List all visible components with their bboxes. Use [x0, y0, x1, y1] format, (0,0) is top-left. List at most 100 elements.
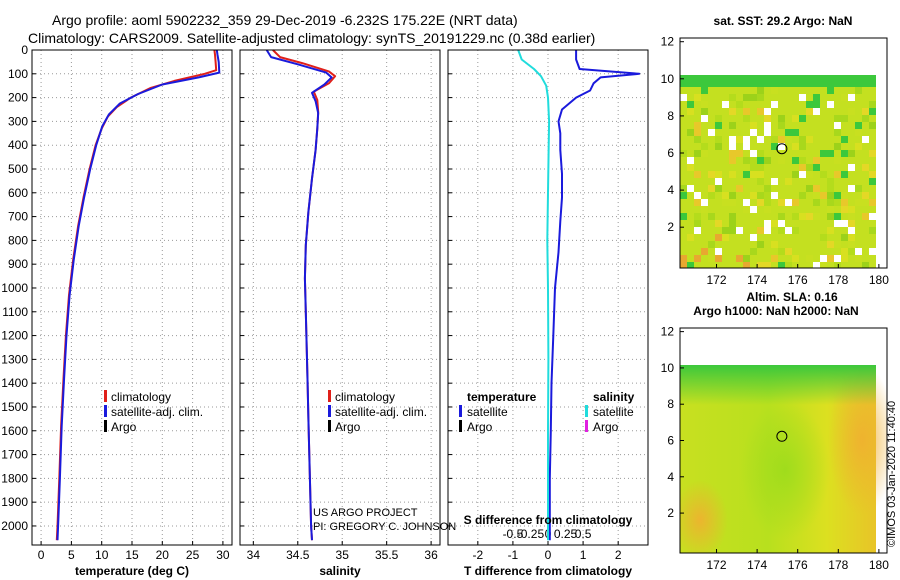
sla-band-north	[680, 365, 876, 405]
sst-cell	[827, 178, 834, 185]
sst-cell	[778, 157, 785, 164]
t-difference-tick-labels: -2 -1 0 1 2	[472, 548, 621, 562]
depth-tick-label: 2000	[1, 519, 28, 533]
x-tick-label: 35.5	[375, 548, 399, 562]
legend-label-climatology: climatology	[111, 390, 171, 404]
sst-cell	[841, 220, 848, 227]
sst-cell	[764, 220, 771, 227]
sst-cell	[687, 108, 694, 115]
sst-cell	[701, 150, 708, 157]
sst-cell	[715, 185, 722, 192]
sst-cell	[694, 220, 701, 227]
sst-cell	[743, 143, 750, 150]
sst-cell	[757, 262, 764, 268]
sst-cell	[750, 164, 757, 171]
x-tick-label: 34.5	[286, 548, 310, 562]
sst-cell	[757, 94, 764, 101]
sst-cell	[771, 136, 778, 143]
sst-cell	[827, 199, 834, 206]
sst-cell	[750, 234, 757, 241]
sst-cell	[869, 108, 876, 115]
sst-cell	[792, 143, 799, 150]
sst-cell	[743, 199, 750, 206]
sst-cell	[813, 192, 820, 199]
sst-cell	[834, 122, 841, 129]
sst-cell	[827, 213, 834, 220]
sst-cell	[834, 213, 841, 220]
sst-cell	[848, 213, 855, 220]
sst-cell	[862, 213, 869, 220]
sst-cell	[757, 171, 764, 178]
sst-cell	[862, 199, 869, 206]
sst-cell	[708, 241, 715, 248]
sst-cell	[701, 101, 708, 108]
sst-cell	[834, 157, 841, 164]
salinity-lines	[265, 49, 337, 541]
sst-cell	[834, 241, 841, 248]
map-tick-label-lat: 10	[661, 361, 675, 375]
sst-cell	[757, 199, 764, 206]
x-tick-label: 35	[336, 548, 350, 562]
sst-cell	[701, 143, 708, 150]
sst-cell	[813, 157, 820, 164]
sst-cell	[701, 206, 708, 213]
sst-cell	[848, 94, 855, 101]
sst-cell	[806, 185, 813, 192]
sst-cell	[841, 150, 848, 157]
sst-cell	[841, 94, 848, 101]
sst-cell	[736, 255, 743, 262]
sst-cell	[806, 164, 813, 171]
depth-tick-label: 0	[21, 43, 28, 57]
depth-tick-label: 1200	[1, 329, 28, 343]
sst-cell	[771, 87, 778, 94]
sst-cell	[701, 199, 708, 206]
sst-cell	[806, 171, 813, 178]
depth-tick-label: 1500	[1, 400, 28, 414]
sst-cell	[834, 199, 841, 206]
legend-mark-temp-satellite	[459, 405, 462, 417]
sst-cell	[694, 129, 701, 136]
x-tick-label: 15	[125, 548, 139, 562]
sst-cell	[750, 122, 757, 129]
sst-cell	[722, 192, 729, 199]
sst-cell	[771, 101, 778, 108]
legend-label-sal-satellite: satellite	[593, 405, 634, 419]
sst-cell	[729, 157, 736, 164]
sst-cell	[764, 108, 771, 115]
legend-mark-satellite-adj	[328, 405, 331, 417]
sst-cell	[834, 129, 841, 136]
legend-mark-argo	[104, 420, 107, 432]
depth-tick-label: 1100	[2, 305, 28, 319]
depth-tick-label: 100	[8, 67, 28, 81]
depth-tick-label: 200	[8, 91, 28, 105]
legend-label-argo: Argo	[335, 420, 361, 434]
x-tick-label: 36	[424, 548, 438, 562]
sst-cell	[715, 220, 722, 227]
sst-cell	[771, 192, 778, 199]
sst-cell	[848, 164, 855, 171]
sst-cell	[820, 262, 827, 268]
sst-cell	[869, 178, 876, 185]
sst-cell	[820, 150, 827, 157]
depth-tick-label: 400	[8, 138, 28, 152]
sst-cell	[855, 199, 862, 206]
sst-cell	[848, 234, 855, 241]
x-tick-label: 2	[615, 548, 622, 562]
sst-cell	[799, 192, 806, 199]
series-line-salinity-satellite	[517, 49, 551, 541]
sst-cell	[757, 241, 764, 248]
sst-cell	[827, 192, 834, 199]
sst-cell	[806, 255, 813, 262]
sst-cell	[757, 108, 764, 115]
sst-cell	[792, 227, 799, 234]
map-tick-label-lat: 2	[667, 220, 674, 234]
sst-cell	[715, 115, 722, 122]
sst-cell	[694, 94, 701, 101]
map-tick-label-lon: 174	[747, 558, 767, 572]
sla-tick-labels: 172 174 176 178 180 2 4 6 8 10 12	[661, 325, 890, 572]
depth-tick-label: 500	[8, 162, 28, 176]
sst-cell	[715, 178, 722, 185]
sst-cell	[757, 150, 764, 157]
map-tick-label-lat: 10	[661, 72, 675, 86]
sst-cell	[855, 255, 862, 262]
